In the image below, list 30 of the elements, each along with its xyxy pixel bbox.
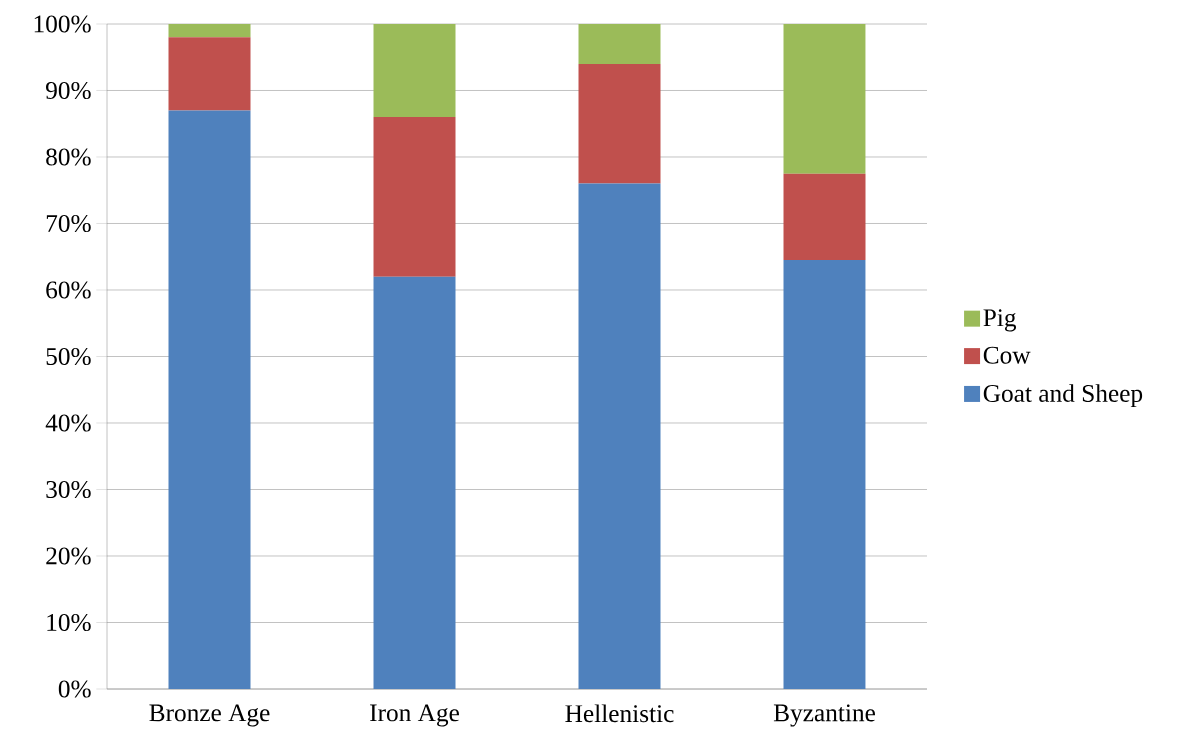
x-tick-label: Byzantine — [773, 704, 875, 727]
y-tick-label: 20% — [46, 547, 91, 565]
bar — [168, 37, 251, 111]
y-tick-label: 60% — [46, 281, 91, 299]
y-tick-label: 80% — [46, 148, 91, 166]
x-tick-label: Bronze Age — [149, 704, 270, 727]
bar — [168, 24, 251, 38]
bar — [578, 183, 661, 689]
legend-label: Cow — [983, 346, 1031, 364]
bar — [578, 24, 661, 64]
y-tick-label: 40% — [45, 414, 91, 432]
y-tick-label: 50% — [46, 347, 91, 366]
bar — [168, 110, 251, 689]
y-tick-label: 100% — [34, 15, 91, 33]
legend-label: Pig — [983, 309, 1017, 332]
bar — [783, 173, 866, 261]
y-tick-label: 70% — [46, 214, 91, 233]
bar — [373, 276, 456, 689]
y-tick-label: 30% — [46, 480, 91, 499]
y-tick-label: 0% — [58, 680, 91, 698]
bar — [578, 63, 661, 184]
bar — [373, 24, 456, 118]
x-tick-label: Iron Age — [370, 704, 459, 727]
y-tick-label: 90% — [46, 81, 91, 100]
bar — [783, 260, 866, 689]
legend-label: Goat and Sheep — [983, 384, 1143, 408]
x-tick-label: Hellenistic — [565, 704, 674, 723]
y-tick-label: 10% — [47, 613, 91, 632]
bar — [783, 24, 866, 174]
bar — [373, 117, 456, 277]
